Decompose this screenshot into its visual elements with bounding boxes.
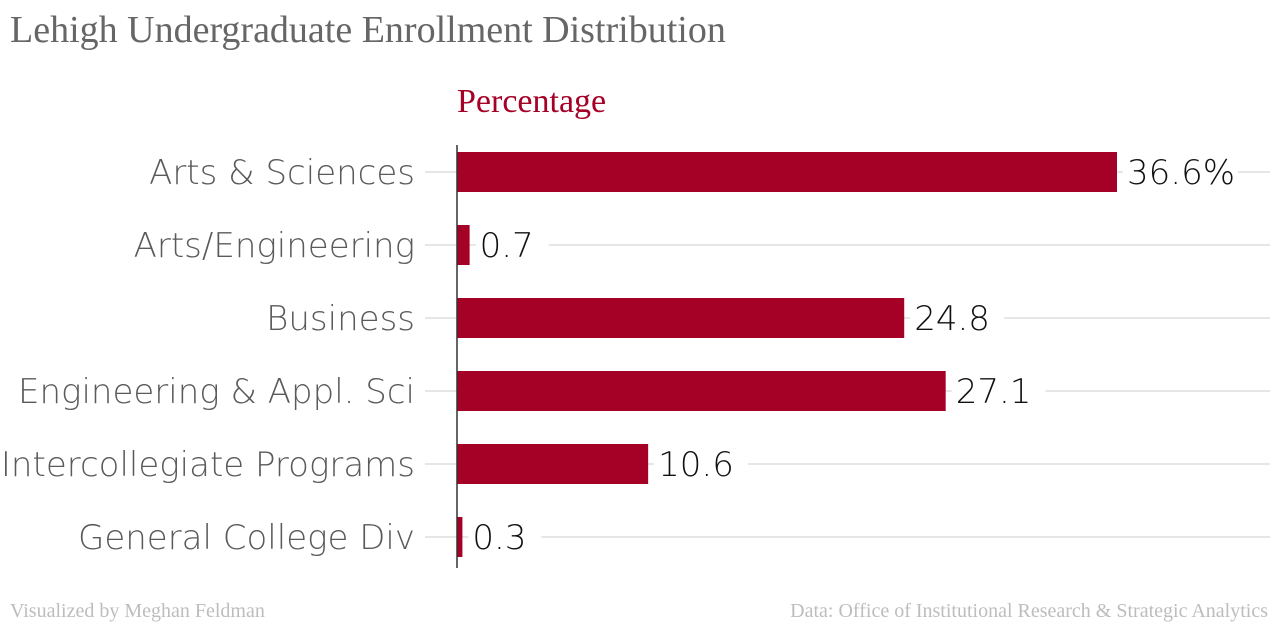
value-label-background [654,444,749,484]
value-labels: 36.6% 0.7 24.8 27.1 10.6 0.3 [468,152,1238,558]
value-label-background [1123,152,1238,192]
value-label: 36.6% [1127,153,1235,193]
series-label: Percentage [457,83,606,120]
value-label: 10.6 [658,445,734,485]
chart-title: Lehigh Undergraduate Enrollment Distribu… [10,9,726,51]
value-label-background [475,225,549,265]
credit-text: Visualized by Meghan Feldman [10,600,265,622]
category-label: Engineering & Appl. Sci [18,372,415,412]
value-label-background [468,517,542,557]
bar [457,517,463,557]
bar [457,298,905,338]
category-label: General College Div [78,518,415,558]
value-label-background [910,298,1005,338]
source-text: Data: Office of Institutional Research &… [790,600,1268,622]
category-label: Arts/Engineering [134,226,415,266]
bar [457,152,1117,192]
category-labels: Arts & Sciences Arts/Engineering Business E… [1,153,415,558]
category-label: Business [266,299,415,339]
value-label: 0.3 [472,518,526,558]
bar [457,225,470,265]
bars [457,152,1117,557]
bar [457,371,946,411]
value-label-background [951,371,1046,411]
category-label: Intercollegiate Programs [1,445,415,485]
value-label: 0.7 [480,226,534,266]
value-label: 24.8 [914,299,990,339]
bar [457,444,649,484]
category-label: Arts & Sciences [149,153,415,193]
value-label: 27.1 [956,372,1032,412]
